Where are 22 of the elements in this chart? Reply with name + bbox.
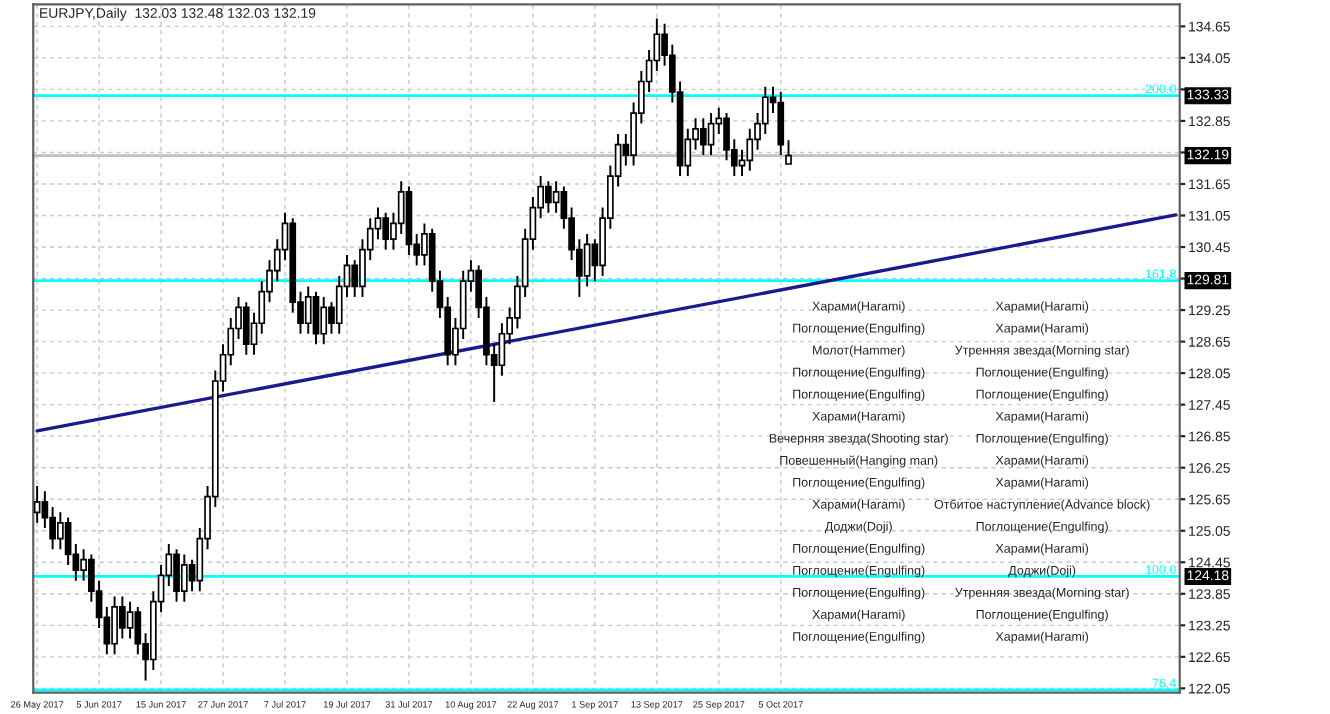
candlestick	[785, 139, 792, 165]
candlestick	[498, 322, 506, 377]
candlestick	[552, 180, 560, 214]
candlestick	[33, 485, 41, 524]
candlestick	[312, 290, 320, 346]
candlestick	[173, 548, 180, 603]
candlestick	[242, 301, 250, 356]
candlestick	[777, 91, 785, 157]
candlestick	[320, 295, 328, 346]
candlestick	[382, 211, 390, 251]
candlestick	[746, 127, 754, 172]
candlestick	[126, 600, 134, 640]
candlestick	[583, 232, 591, 288]
candlestick	[57, 511, 64, 551]
candlestick	[180, 553, 188, 603]
candlestick	[111, 595, 118, 656]
candlestick	[304, 285, 312, 335]
candlestick	[545, 180, 552, 214]
candlestick	[64, 516, 72, 566]
candlestick	[134, 605, 142, 656]
candlestick	[699, 117, 707, 157]
candlestick	[118, 595, 126, 640]
